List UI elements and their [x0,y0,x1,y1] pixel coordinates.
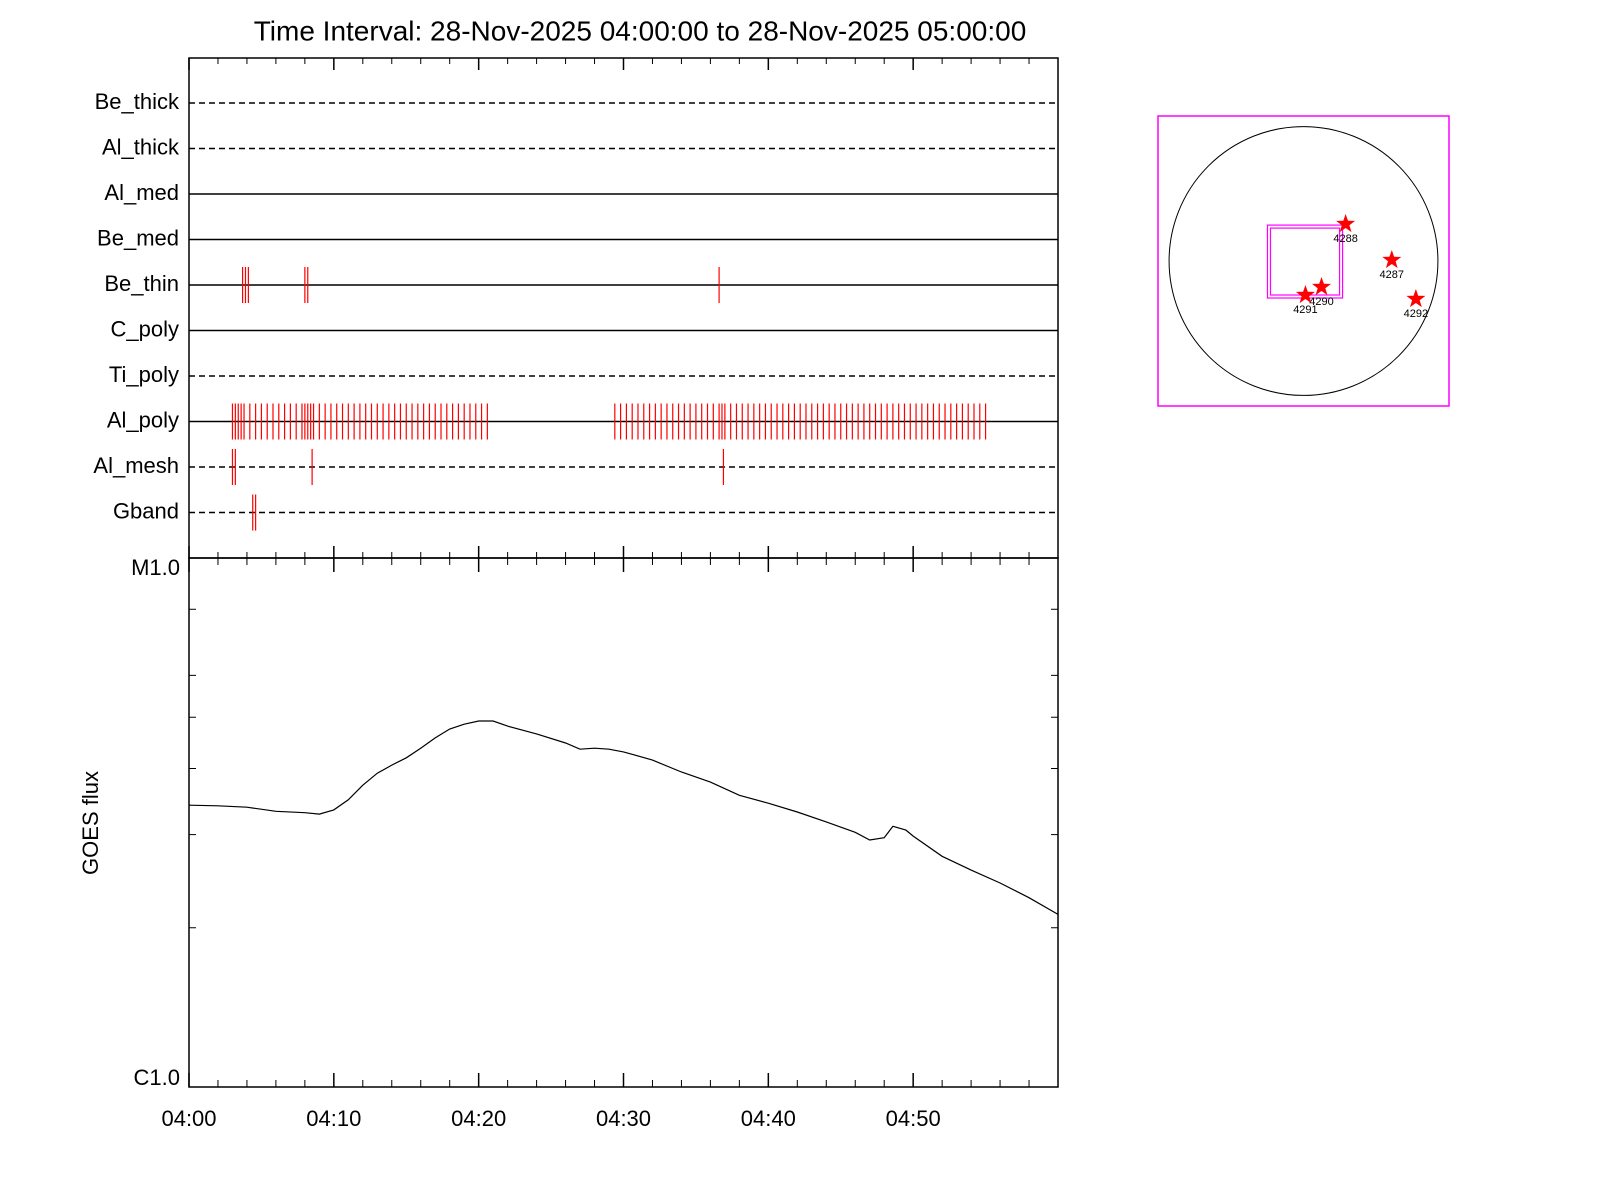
region-label: 4290 [1309,296,1333,308]
x-tick-label: 04:10 [306,1106,361,1131]
row-label: Al_mesh [93,453,179,478]
x-tick-label: 04:30 [596,1106,651,1131]
row-label: Ti_poly [109,362,179,387]
y-tick-label: C1.0 [134,1065,180,1090]
x-tick-label: 04:50 [886,1106,941,1131]
flux-line [188,720,1059,915]
row-label: C_poly [111,316,179,341]
row-label: Be_thick [95,89,180,114]
x-tick-label: 04:00 [161,1106,216,1131]
region-label: 4288 [1333,233,1357,245]
row-label: Al_med [104,180,179,205]
row-label: Gband [113,498,179,523]
row-label: Be_thin [104,271,179,296]
region-marker [1406,289,1426,308]
region-marker [1295,285,1315,304]
region-label: 4292 [1404,308,1428,320]
y-tick-label: M1.0 [131,555,180,580]
row-label: Al_thick [102,134,180,159]
row-label: Be_med [97,225,179,250]
region-label: 4287 [1380,269,1404,281]
x-tick-label: 04:40 [741,1106,796,1131]
map-frame [1157,115,1450,407]
region-marker [1382,250,1402,269]
chart-title: Time Interval: 28-Nov-2025 04:00:00 to 2… [254,15,1027,46]
x-tick-label: 04:20 [451,1106,506,1131]
solar-disk [1168,126,1439,396]
region-label: 4291 [1293,304,1317,316]
region-marker [1336,214,1356,233]
row-label: Al_poly [107,407,179,432]
region-marker [1312,277,1331,296]
y-axis-label: GOES flux [78,771,103,875]
